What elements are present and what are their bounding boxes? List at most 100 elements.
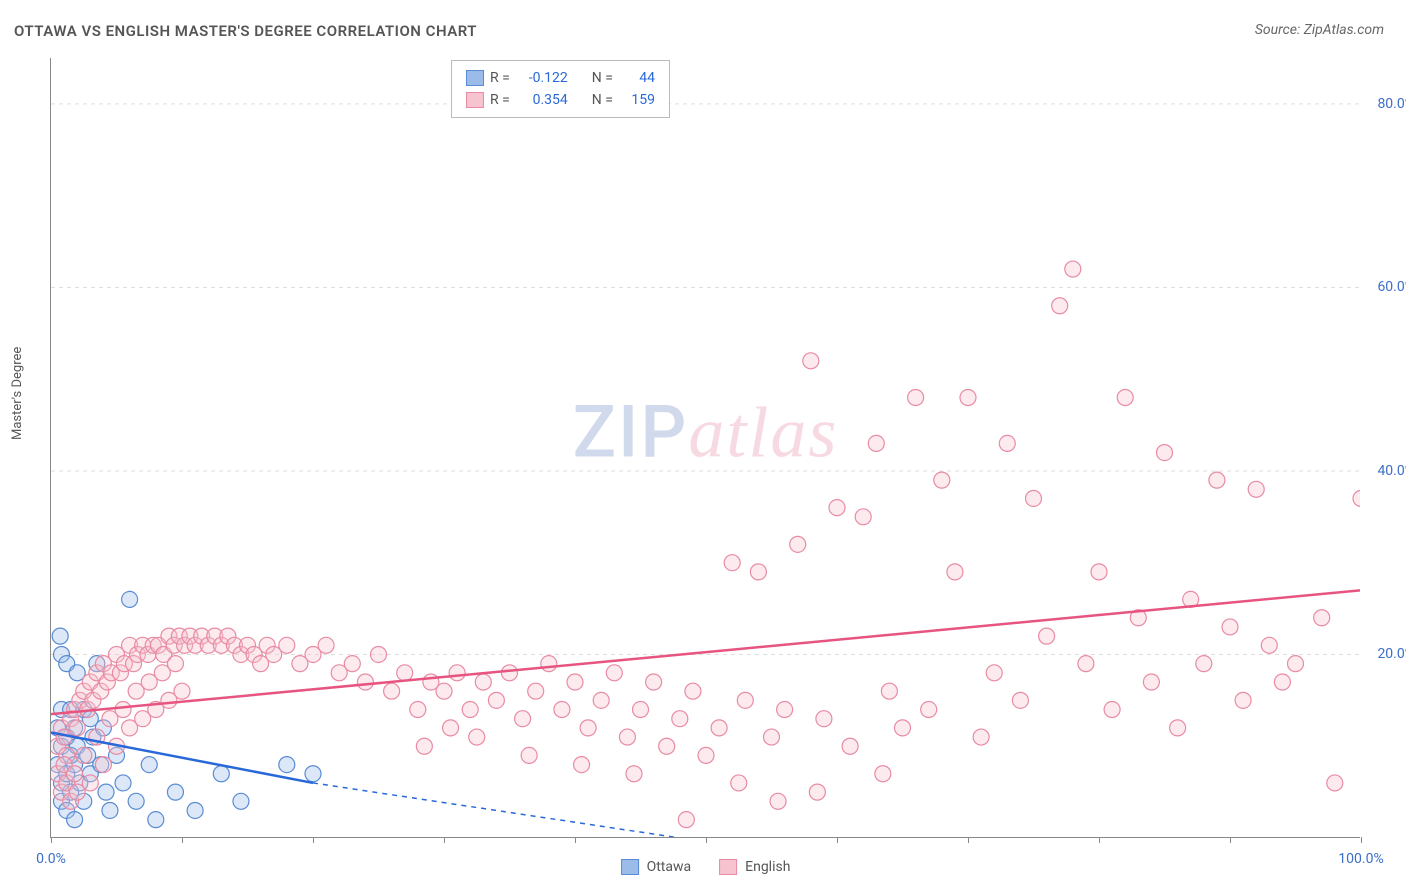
- data-point: [67, 812, 83, 828]
- data-point: [371, 646, 387, 662]
- data-point: [1091, 564, 1107, 580]
- data-point: [331, 665, 347, 681]
- data-point: [1248, 481, 1264, 497]
- data-point: [515, 711, 531, 727]
- data-point: [305, 646, 321, 662]
- data-point: [1314, 610, 1330, 626]
- data-point: [52, 628, 68, 644]
- data-point: [59, 775, 75, 791]
- data-point: [141, 674, 157, 690]
- data-point: [99, 674, 115, 690]
- data-point: [156, 646, 172, 662]
- data-point: [53, 720, 69, 736]
- y-tick-label: 80.0%: [1377, 96, 1406, 112]
- data-point: [53, 784, 69, 800]
- series-legend-label: Ottawa: [647, 859, 692, 875]
- data-point: [102, 711, 118, 727]
- plot-area: ZIPatlas R =-0.122N =44R =0.354N =159 Ot…: [50, 58, 1360, 838]
- data-point: [816, 711, 832, 727]
- y-axis-label: Master's Degree: [10, 347, 25, 440]
- data-point: [174, 683, 190, 699]
- data-point: [397, 665, 413, 681]
- data-point: [122, 591, 138, 607]
- data-point: [129, 646, 145, 662]
- watermark: ZIPatlas: [573, 389, 839, 474]
- data-point: [279, 757, 295, 773]
- data-point: [233, 793, 249, 809]
- data-point: [207, 628, 223, 644]
- data-point: [53, 793, 69, 809]
- data-point: [161, 692, 177, 708]
- data-point: [122, 637, 138, 653]
- data-point: [53, 775, 69, 791]
- data-point: [1065, 261, 1081, 277]
- data-point: [67, 766, 83, 782]
- data-point: [1235, 692, 1251, 708]
- data-point: [80, 747, 96, 763]
- data-point: [82, 711, 98, 727]
- source-label: Source: ZipAtlas.com: [1255, 22, 1384, 38]
- data-point: [947, 564, 963, 580]
- data-point: [166, 637, 182, 653]
- y-tick-label: 20.0%: [1377, 646, 1406, 662]
- data-point: [53, 702, 69, 718]
- data-point: [895, 720, 911, 736]
- data-point: [167, 784, 183, 800]
- correlation-legend: R =-0.122N =44R =0.354N =159: [451, 60, 670, 118]
- data-point: [128, 683, 144, 699]
- legend-r-label: R =: [490, 89, 510, 111]
- data-point: [633, 702, 649, 718]
- data-point: [76, 683, 92, 699]
- data-point: [875, 766, 891, 782]
- data-point: [69, 720, 85, 736]
- data-point: [167, 656, 183, 672]
- data-point: [502, 665, 518, 681]
- data-point: [764, 729, 780, 745]
- data-point: [51, 720, 66, 736]
- data-point: [148, 812, 164, 828]
- data-point: [1143, 674, 1159, 690]
- data-point: [161, 628, 177, 644]
- data-point: [580, 720, 596, 736]
- data-point: [128, 793, 144, 809]
- data-point: [1170, 720, 1186, 736]
- data-point: [76, 793, 92, 809]
- data-point: [109, 747, 125, 763]
- data-point: [171, 628, 187, 644]
- data-point: [685, 683, 701, 699]
- data-point: [51, 738, 66, 754]
- data-point: [82, 674, 98, 690]
- data-point: [960, 390, 976, 406]
- data-point: [344, 656, 360, 672]
- data-point: [449, 665, 465, 681]
- data-point: [357, 674, 373, 690]
- data-point: [986, 665, 1002, 681]
- data-point: [554, 702, 570, 718]
- trend-line: [51, 590, 1360, 714]
- data-point: [148, 702, 164, 718]
- data-point: [89, 665, 105, 681]
- data-point: [770, 793, 786, 809]
- data-point: [1104, 702, 1120, 718]
- trend-line-dashed: [313, 783, 680, 837]
- data-point: [619, 729, 635, 745]
- data-point: [259, 637, 275, 653]
- points-layer: [51, 58, 1360, 837]
- data-point: [85, 729, 101, 745]
- data-point: [135, 711, 151, 727]
- data-point: [67, 702, 83, 718]
- data-point: [233, 646, 249, 662]
- data-point: [63, 784, 79, 800]
- data-point: [908, 390, 924, 406]
- data-point: [606, 665, 622, 681]
- lines-layer: [51, 58, 1360, 837]
- data-point: [488, 692, 504, 708]
- data-point: [659, 738, 675, 754]
- data-point: [803, 353, 819, 369]
- data-point: [973, 729, 989, 745]
- watermark-atlas: atlas: [688, 392, 838, 472]
- data-point: [95, 720, 111, 736]
- data-point: [145, 637, 161, 653]
- legend-row: R =0.354N =159: [466, 89, 655, 111]
- data-point: [462, 702, 478, 718]
